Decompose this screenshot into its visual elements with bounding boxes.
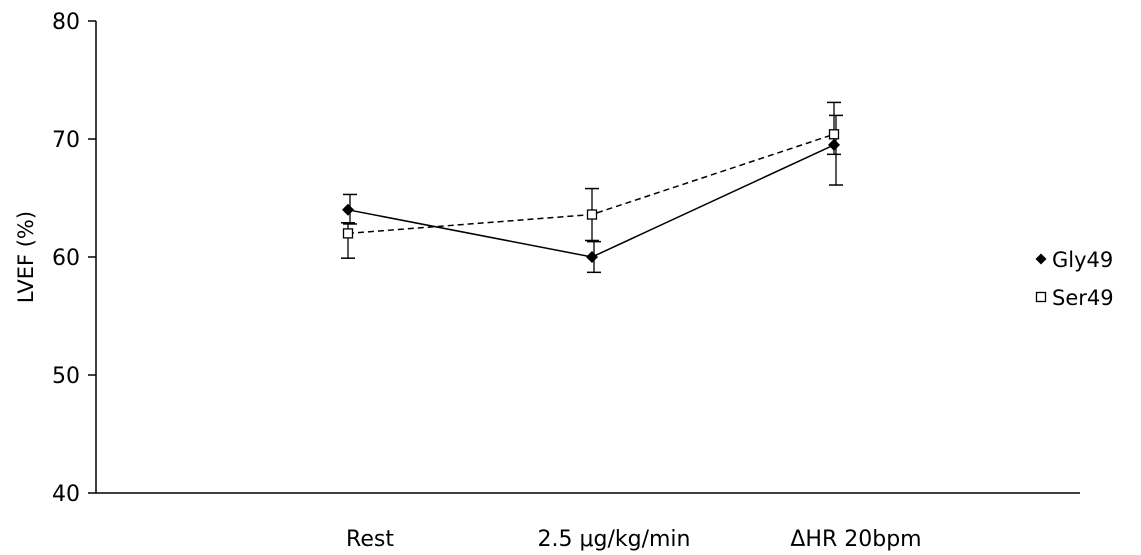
- data-point: [586, 251, 598, 263]
- legend-label: Gly49: [1052, 248, 1113, 272]
- y-axis-ticks: 40 50 60 70 80: [52, 10, 96, 507]
- y-axis-title: LVEF (%): [14, 211, 38, 303]
- data-point: [586, 209, 598, 220]
- legend-marker-ser49: [1035, 291, 1047, 303]
- y-tick-label: 80: [52, 10, 80, 35]
- series-gly49: [342, 114, 843, 274]
- series-ser49: [341, 101, 841, 259]
- x-axis-ticks: Rest 2.5 μg/kg/min ΔHR 20bpm: [346, 527, 922, 552]
- x-tick-label: 2.5 μg/kg/min: [538, 527, 691, 552]
- y-tick-label: 50: [52, 364, 80, 389]
- data-point: [342, 203, 354, 216]
- series-layer: [341, 101, 843, 274]
- y-tick-label: 60: [52, 246, 80, 271]
- data-point: [342, 228, 354, 239]
- legend-label: Ser49: [1052, 286, 1114, 310]
- legend: Gly49 Ser49: [1035, 248, 1114, 310]
- y-tick-label: 70: [52, 128, 80, 153]
- data-point: [828, 129, 840, 140]
- x-tick-label: ΔHR 20bpm: [790, 527, 921, 552]
- y-tick-label: 40: [52, 482, 80, 507]
- legend-marker-gly49: [1035, 253, 1047, 265]
- x-tick-label: Rest: [346, 527, 394, 552]
